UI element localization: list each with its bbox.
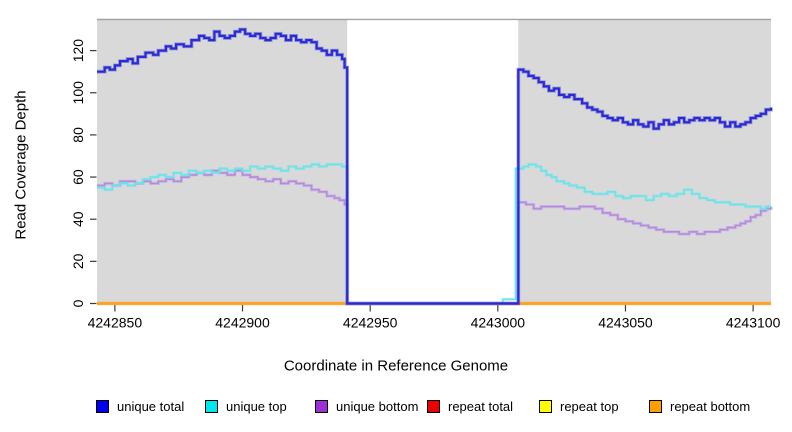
x-tick-label: 4242850	[88, 315, 143, 331]
legend-label: unique top	[226, 398, 287, 414]
x-tick-label: 4243000	[471, 315, 526, 331]
y-axis-title: Read Coverage Depth	[12, 90, 30, 240]
repeat-bottom-swatch-icon	[649, 399, 662, 413]
x-tick-label: 4243050	[598, 315, 653, 331]
x-tick-label: 4243100	[726, 315, 781, 331]
y-tick-label: 20	[70, 253, 86, 269]
x-tick-label: 4242950	[343, 315, 398, 331]
legend-label: unique total	[117, 398, 185, 414]
y-tick-label: 120	[70, 39, 86, 63]
legend-item-unique-top: unique top	[205, 398, 287, 414]
legend-label: repeat bottom	[670, 398, 751, 414]
unique-total-swatch-icon	[96, 399, 109, 413]
gap-region	[347, 20, 519, 305]
y-tick-label: 100	[70, 81, 86, 105]
y-tick-label: 80	[70, 127, 86, 143]
repeat-top-swatch-icon	[539, 399, 552, 413]
x-axis-title: Coordinate in Reference Genome	[283, 357, 509, 375]
legend-item-repeat-top: repeat top	[539, 398, 619, 414]
series-line-unique-top	[97, 163, 771, 305]
y-tick-label: 0	[70, 299, 86, 307]
legend-item-repeat-bottom: repeat bottom	[649, 398, 750, 414]
series-line-unique-total	[97, 28, 773, 305]
unique-top-swatch-icon	[205, 399, 218, 413]
legend-label: repeat top	[560, 398, 619, 414]
legend-item-unique-bottom: unique bottom	[315, 398, 418, 414]
repeat-total-swatch-icon	[427, 399, 440, 413]
legend-item-repeat-total: repeat total	[427, 398, 513, 414]
legend: unique total unique top unique bottom re…	[0, 398, 792, 418]
legend-item-unique-total: unique total	[96, 398, 184, 414]
y-tick-label: 60	[70, 169, 86, 185]
unique-bottom-swatch-icon	[315, 399, 328, 413]
y-tick-label: 40	[70, 211, 86, 227]
legend-label: repeat total	[448, 398, 514, 414]
x-tick-label: 4242900	[215, 315, 270, 331]
legend-label: unique bottom	[336, 398, 419, 414]
series-line-unique-bottom	[97, 169, 772, 305]
